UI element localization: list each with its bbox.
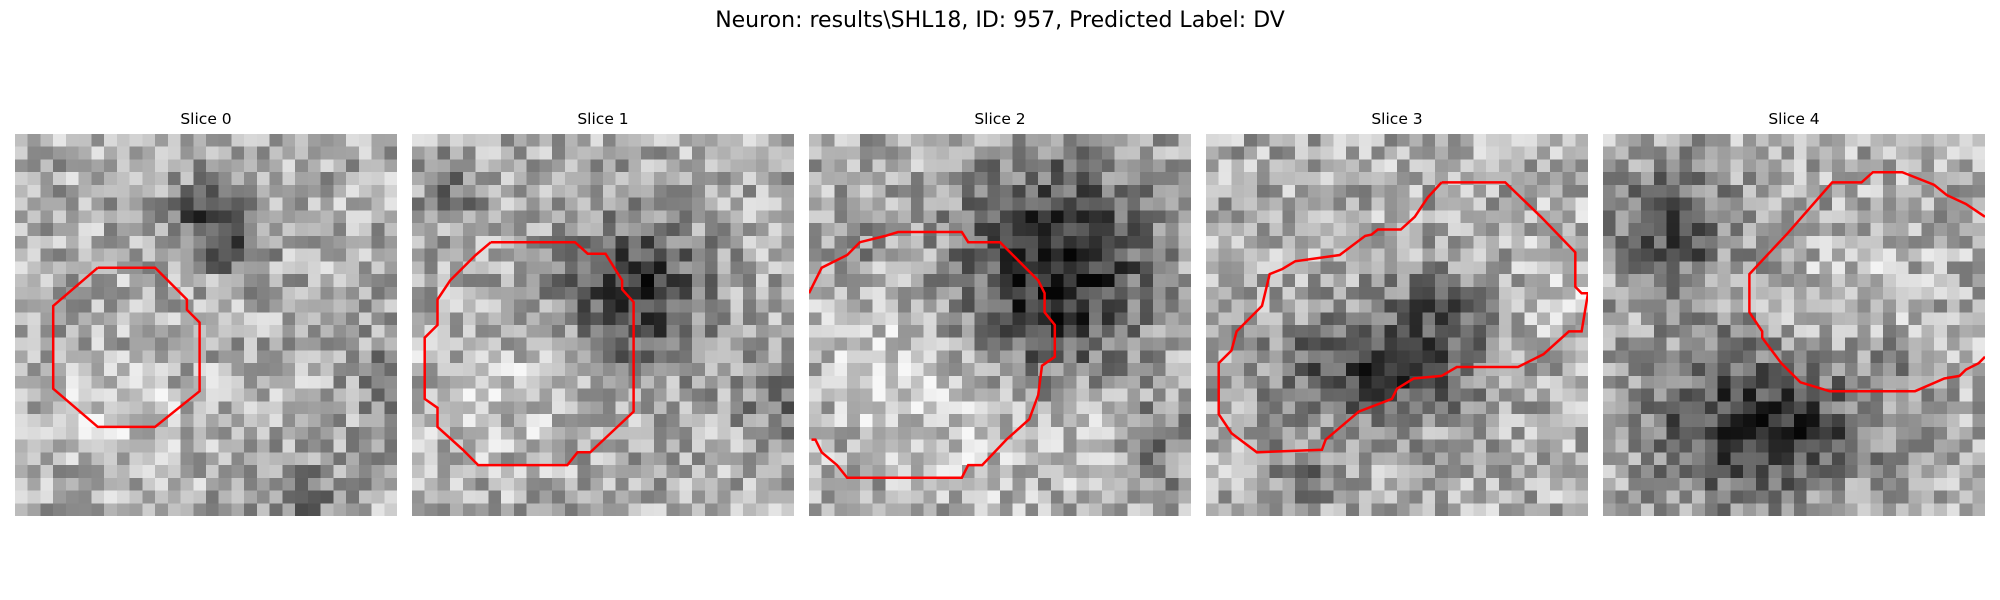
slice-2-title: Slice 2 [809,110,1191,128]
slice-0-image [15,134,397,516]
slice-2-image [809,134,1191,516]
slice-0-mosaic [15,134,397,516]
slice-1-image [412,134,794,516]
slice-3-title: Slice 3 [1206,110,1588,128]
slice-4-image [1603,134,1985,516]
slice-2-mosaic [809,134,1191,516]
slice-4-mosaic [1603,134,1985,516]
figure-title: Neuron: results\SHL18, ID: 957, Predicte… [0,8,2000,33]
slice-1-mosaic [412,134,794,516]
slice-3-image [1206,134,1588,516]
slice-3-mosaic [1206,134,1588,516]
slice-1-title: Slice 1 [412,110,794,128]
slice-0-title: Slice 0 [15,110,397,128]
slice-4-title: Slice 4 [1603,110,1985,128]
